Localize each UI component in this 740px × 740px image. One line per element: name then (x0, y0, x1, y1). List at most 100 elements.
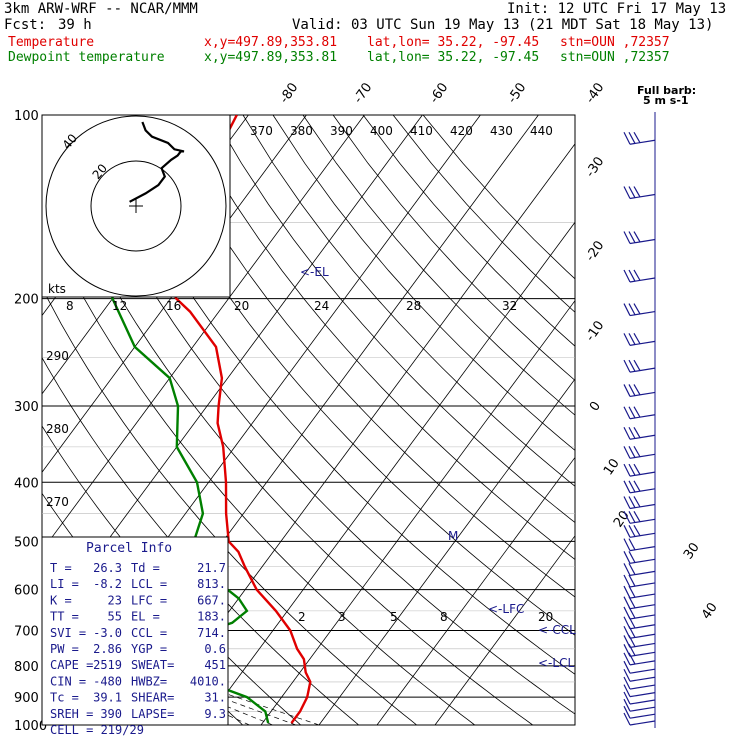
fcst-value: 39 h (58, 17, 92, 33)
isotherm-label-right-0: -30 (583, 154, 607, 180)
wind-barb-385 (623, 463, 656, 477)
wind-barb-985 (623, 712, 656, 726)
parcel-row-7-v2: 4010. (190, 674, 226, 688)
hodograph-axis-label-3: 20 (234, 299, 249, 313)
dry-adiabat-430 (302, 115, 575, 416)
isotherm--40 (41, 114, 365, 551)
parcel-info-title: Parcel Info (86, 541, 172, 556)
isobar-label-700: 700 (14, 625, 39, 640)
isotherm-label-right-7: 40 (699, 600, 721, 622)
barb-legend-units: 5 m s-1 (643, 94, 689, 107)
parcel-row-2-v2: 667. (197, 593, 226, 607)
dry-adiabat-250 (0, 115, 11, 725)
annotation-3: <-LCL (538, 656, 574, 670)
parcel-row-5-k2: YGP = (131, 642, 167, 656)
hodograph-axis-label-4: 24 (314, 299, 329, 313)
theta-label-1: 280 (46, 422, 69, 436)
dry-adiabat-350 (62, 115, 575, 715)
isotherm-label-top-0: -80 (277, 80, 301, 106)
isotherm-50 (434, 535, 576, 726)
wind-barb-835 (623, 668, 656, 682)
parcel-row-4-v2: 714. (197, 626, 226, 640)
parcel-row-5-k1: PW = (50, 642, 79, 656)
parcel-row-0-k1: T = (50, 561, 72, 575)
hodograph-ring-inner (90, 160, 182, 252)
parcel-row-5-v2: 0.6 (204, 642, 226, 656)
parcel-info-box (41, 536, 229, 726)
parcel-row-1-v1: -8.2 (93, 577, 122, 591)
latlon-readout: lat,lon= 35.22, -97.45 (367, 35, 540, 50)
init-time: Init: 12 UTC Fri 17 May 13 (507, 1, 727, 17)
dry-adiabat-400 (212, 115, 575, 524)
valid-time: Valid: 03 UTC Sun 19 May 13 (21 MDT Sat … (292, 17, 714, 33)
parcel-row-2-v1: 23 (108, 593, 122, 607)
isotherm-label-top-4: -40 (583, 80, 607, 106)
theta-e-label-5: 420 (450, 124, 473, 138)
annotation-1: <-LFC (488, 602, 524, 616)
wind-barb-910 (623, 691, 656, 705)
parcel-row-7-k2: HWBZ= (131, 674, 167, 688)
dry-adiabat-340 (42, 137, 533, 725)
latlon-readout-dew: lat,lon= 35.22, -97.45 (367, 50, 540, 65)
hodograph-axis-label-5: 28 (406, 299, 421, 313)
wind-barb-810 (623, 660, 656, 674)
dry-adiabat-370 (122, 115, 575, 636)
theta-e-label-7: 440 (530, 124, 553, 138)
isobar-label-800: 800 (14, 660, 39, 675)
hodograph-axis-label-1: 12 (112, 299, 127, 313)
parcel-row-3-k2: EL = (131, 610, 160, 624)
parcel-row-3-v2: 183. (197, 610, 226, 624)
hodograph-axis-label-2: 16 (166, 299, 181, 313)
isotherm-label-right-6: 30 (681, 540, 703, 562)
isobar-label-200: 200 (14, 293, 39, 308)
isobar-label-1000: 1000 (14, 719, 47, 734)
parcel-row-3-v1: 55 (108, 610, 122, 624)
annotation-0: <-EL (300, 265, 329, 279)
parcel-row-9-v1: 390 (100, 707, 122, 721)
mixing-ratio-label-2: 5 (390, 610, 398, 624)
theta-e-label-1: 380 (290, 124, 313, 138)
wind-barb-185 (623, 269, 656, 283)
xy-readout: x,y=497.89,353.81 (204, 35, 338, 50)
parcel-row-8-v1: 39.1 (93, 691, 122, 705)
parcel-row-1-k2: LCL = (131, 577, 167, 591)
isotherm-label-top-1: -70 (351, 80, 375, 106)
parcel-marker: M (448, 529, 458, 543)
dewpoint-legend: Dewpoint temperature (8, 50, 165, 65)
isotherm-label-top-2: -60 (427, 80, 451, 106)
parcel-row-0-v1: 26.3 (93, 561, 122, 575)
parcel-row-6-k1: CAPE = (50, 658, 93, 672)
isotherm-40 (376, 457, 576, 726)
dry-adiabat-410 (242, 115, 575, 487)
mixing-ratio-label-3: 8 (440, 610, 448, 624)
model-title: 3km ARW-WRF -- NCAR/MMM (4, 1, 198, 17)
wind-barb-285 (623, 384, 656, 398)
wind-barb-685 (623, 616, 656, 630)
dry-adiabat-420 (272, 115, 575, 451)
theta-e-label-3: 400 (370, 124, 393, 138)
parcel-row-2-k1: K = (50, 593, 72, 607)
temperature-legend: Temperature (8, 35, 95, 50)
mixing-ratio-label-1: 3 (338, 610, 346, 624)
wind-barb-935 (623, 698, 656, 712)
isobar-label-400: 400 (14, 476, 39, 491)
wind-barb-760 (623, 644, 656, 657)
isobar-label-300: 300 (14, 400, 39, 415)
parcel-row-4-k2: CCL = (131, 626, 167, 640)
theta-e-label-6: 430 (490, 124, 513, 138)
isobar-label-900: 900 (14, 691, 39, 706)
wind-barb-710 (623, 625, 656, 639)
wind-barb-360 (623, 446, 656, 459)
dry-adiabat-440 (332, 115, 575, 381)
parcel-row-9-k1: SREH = (50, 707, 93, 721)
isotherm-10 (202, 222, 576, 726)
parcel-row-9-v2: 9.3 (204, 707, 226, 721)
wind-barb-560 (623, 563, 656, 576)
wind-barb-310 (623, 406, 656, 420)
parcel-cell: CELL = 219/29 (50, 723, 144, 737)
wind-barb-210 (623, 303, 656, 317)
wind-barb-960 (623, 705, 656, 719)
parcel-row-8-v2: 31. (204, 691, 226, 705)
theta-e-label-2: 390 (330, 124, 353, 138)
